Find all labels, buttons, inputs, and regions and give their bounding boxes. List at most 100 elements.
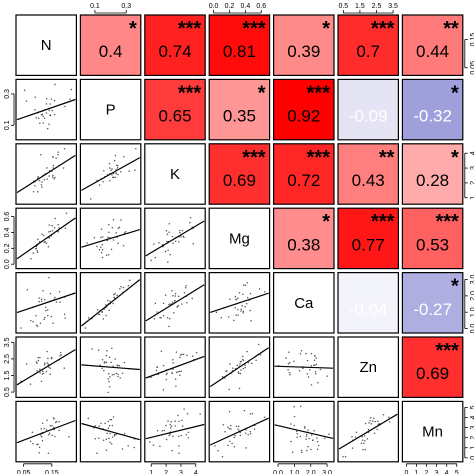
scatter-point — [367, 428, 370, 431]
tick-label: 1 — [415, 470, 419, 474]
scatter-point — [156, 311, 158, 313]
scatter-point — [121, 448, 124, 450]
panel-N-N: N — [15, 14, 78, 77]
tick-label: 0.0 — [209, 3, 219, 10]
scatter-point — [111, 374, 114, 376]
scatter-point — [237, 297, 239, 299]
scatter-point — [53, 99, 56, 102]
scatter-point — [43, 117, 46, 119]
scatter-point — [36, 177, 39, 179]
scatter-point — [43, 241, 45, 244]
scatter-point — [165, 424, 167, 427]
scatter-point — [103, 369, 105, 372]
panel-Zn-Zn: Zn — [337, 336, 400, 399]
scatter-point — [57, 151, 60, 153]
scatter-point — [174, 420, 176, 422]
scatter-point — [101, 236, 104, 238]
axis-left: 0.1 0.3 — [4, 89, 15, 130]
scatter-point — [42, 115, 44, 118]
panel-Mn-Ca — [273, 400, 335, 463]
scatter-point — [169, 253, 171, 256]
panel-Ca-Zn: -0.04 — [337, 272, 400, 334]
tick-label: 0 — [470, 456, 474, 460]
scatter-point — [43, 298, 46, 301]
diagonal-frame — [401, 400, 464, 463]
scatter-point — [373, 417, 375, 419]
scatter-point — [183, 408, 185, 410]
scatter-point — [105, 254, 108, 256]
scatter-point — [368, 422, 370, 424]
scatter-point — [187, 437, 189, 439]
axis-right: 0.05 0.15 — [464, 33, 474, 75]
scatter-point — [189, 221, 191, 224]
significance-stars: * — [322, 18, 330, 40]
scatter-point — [171, 301, 174, 303]
scatter-point — [105, 314, 107, 317]
scatter-point — [98, 437, 100, 440]
scatter-point — [111, 436, 114, 438]
correlation-cell — [401, 207, 464, 270]
scatter-point — [235, 314, 237, 316]
scatter-point — [162, 364, 165, 367]
fit-line — [81, 422, 140, 441]
scatter-point — [123, 361, 126, 364]
tick-label: 3.0 — [470, 275, 474, 285]
scatter-point — [59, 351, 62, 354]
fit-line — [274, 365, 334, 369]
scatter-point — [63, 313, 66, 316]
scatter-point — [231, 442, 233, 445]
scatter-point — [109, 375, 111, 378]
scatter-point — [361, 435, 363, 438]
scatter-point — [221, 456, 224, 458]
scatter-point — [154, 256, 157, 259]
scatter-point — [35, 315, 37, 317]
panel-Ca-Ca: Ca — [273, 272, 335, 334]
scatter-point — [113, 433, 116, 436]
fit-line — [16, 154, 76, 194]
scatter-point — [124, 231, 127, 233]
scatter-point — [300, 349, 303, 352]
axis-left: 0.0 0.2 0.4 0.6 — [4, 212, 15, 269]
panel-N-P: 0.4 * — [79, 14, 142, 77]
scatter-point — [35, 117, 37, 119]
scatter-point — [158, 242, 160, 244]
scatter-point — [50, 315, 53, 318]
panel-N-Mg: 0.81 *** — [208, 14, 271, 77]
scatter-point — [49, 373, 51, 375]
scatter-point — [229, 440, 231, 443]
scatter-point — [241, 305, 243, 307]
fit-line — [81, 157, 141, 191]
scatter-point — [167, 249, 169, 251]
scatter-point — [40, 184, 43, 186]
correlation-value: 0.39 — [287, 42, 320, 61]
scatter-point — [114, 176, 116, 179]
scatter-point — [229, 363, 231, 365]
scatter-point — [86, 242, 88, 244]
scatter-point — [39, 322, 42, 325]
scatter-point — [123, 156, 125, 158]
scatter-point — [293, 424, 296, 427]
scatter-point — [181, 229, 184, 232]
scatter-point — [289, 373, 291, 376]
scatter-point — [58, 290, 61, 293]
scatter-point — [293, 415, 296, 418]
scatter-point — [315, 373, 317, 375]
scatter-point — [293, 360, 295, 363]
axis-top: 0.1 0.3 — [90, 3, 131, 14]
scatter-point — [48, 432, 51, 434]
scatter-point — [108, 231, 110, 233]
scatter-point — [309, 369, 311, 371]
scatter-point — [51, 224, 53, 227]
scatter-point — [162, 314, 165, 317]
scatter-point — [37, 117, 40, 119]
scatter-point — [20, 327, 22, 329]
correlation-cell — [401, 272, 464, 334]
scatter-point — [373, 432, 376, 434]
tick-label: 2.0 — [470, 291, 474, 301]
tick-label: 4 — [194, 470, 198, 474]
tick-label: 3.5 — [4, 337, 11, 347]
fit-line — [338, 413, 398, 450]
scatter-point — [246, 296, 249, 299]
fit-line — [145, 355, 205, 379]
scatter-point — [186, 412, 189, 415]
